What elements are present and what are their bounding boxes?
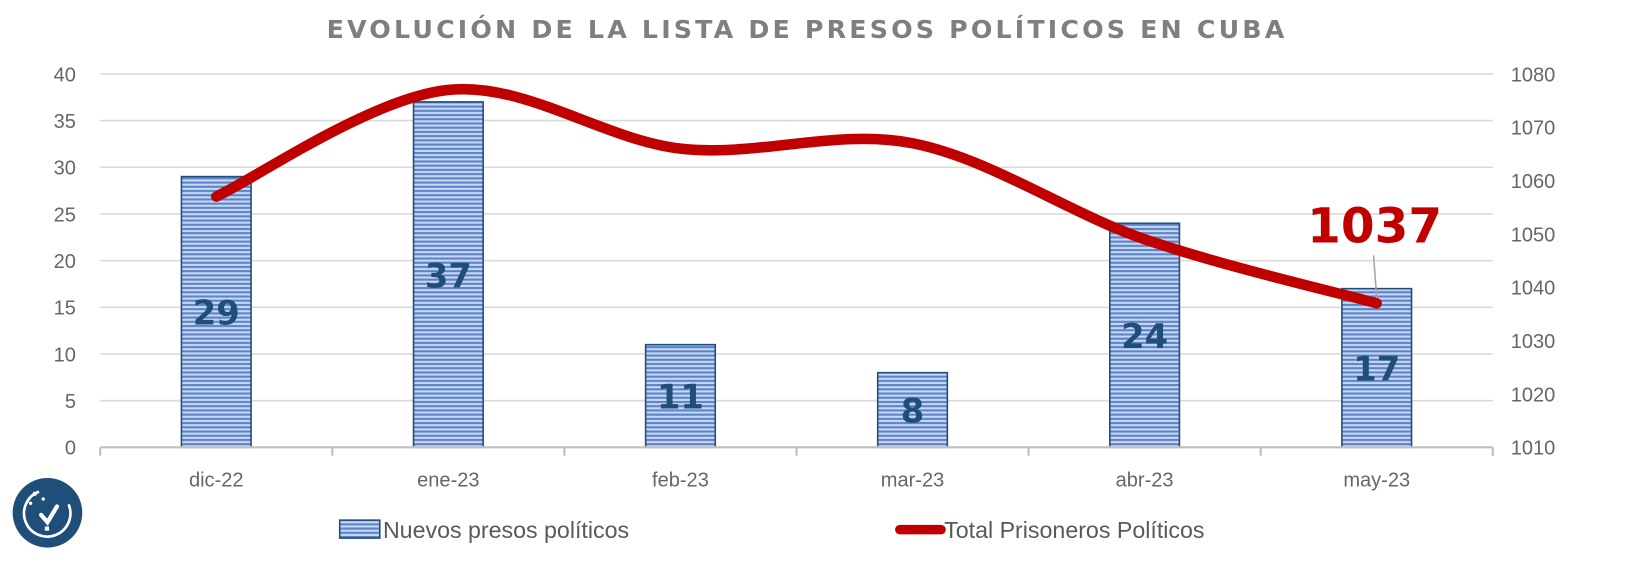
right-axis-tick: 1070	[1511, 118, 1556, 140]
left-axis-tick: 35	[54, 111, 76, 133]
right-axis-tick: 1060	[1511, 171, 1556, 193]
legend-label-bar: Nuevos presos políticos	[383, 517, 629, 543]
legend-swatch-bar	[338, 519, 381, 539]
total-line	[210, 83, 1382, 309]
right-axis-tick: 1010	[1511, 438, 1556, 460]
bar	[180, 175, 252, 449]
left-axis-tick: 30	[54, 158, 76, 180]
bar	[876, 371, 949, 449]
left-axis-tick: 25	[54, 204, 76, 226]
x-axis-tick: mar-23	[881, 469, 944, 491]
right-axis-tick: 1080	[1511, 64, 1556, 86]
x-axis-tick: feb-23	[652, 469, 709, 491]
chart-title: EVOLUCIÓN DE LA LISTA DE PRESOS POLÍTICO…	[327, 14, 1288, 44]
bar	[644, 343, 717, 449]
cookie-check-logo	[12, 477, 83, 548]
right-axis-tick: 1030	[1511, 331, 1556, 353]
left-axis-tick: 20	[54, 251, 76, 273]
data-label: 11	[657, 378, 704, 417]
data-label: 24	[1121, 317, 1168, 356]
legend: Nuevos presos políticos Total Prisoneros…	[338, 517, 1205, 543]
right-axis-tick: 1020	[1511, 384, 1556, 406]
data-label: 17	[1353, 350, 1400, 389]
callout-label: 1037	[1307, 199, 1442, 255]
left-axis-tick: 5	[65, 391, 76, 413]
x-axis-tick: abr-23	[1116, 469, 1174, 491]
x-axis-tick: dic-22	[189, 469, 244, 491]
x-axis-tick: ene-23	[417, 469, 479, 491]
callout-leader	[1372, 255, 1378, 298]
legend-label-line: Total Prisoneros Políticos	[944, 517, 1204, 543]
data-label: 29	[193, 294, 240, 333]
left-axis-tick: 40	[54, 64, 76, 86]
data-label: 37	[425, 256, 472, 295]
right-axis-tick: 1040	[1511, 278, 1556, 300]
bar	[412, 101, 484, 449]
left-axis-tick: 10	[54, 344, 76, 366]
left-axis-tick: 0	[65, 438, 76, 460]
left-axis-tick: 15	[54, 298, 76, 320]
bar	[1109, 222, 1181, 449]
right-axis-tick: 1050	[1511, 224, 1556, 246]
data-label: 8	[901, 392, 924, 431]
x-axis-tick: may-23	[1343, 469, 1410, 491]
